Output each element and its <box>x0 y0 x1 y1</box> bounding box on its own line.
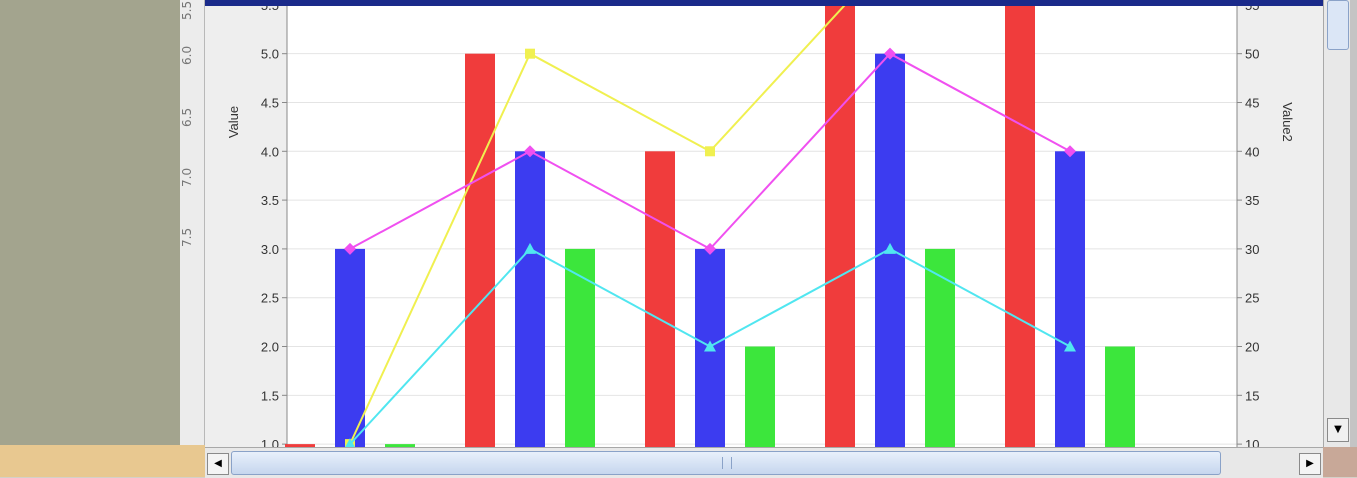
left-status-strip <box>0 445 205 477</box>
y-tick-label: 5.0 <box>261 47 279 62</box>
vertical-scrollbar[interactable]: ▼ <box>1323 0 1351 447</box>
point-marker <box>524 145 536 158</box>
ruler-label: 6.0 <box>180 45 194 65</box>
point-marker <box>705 146 715 157</box>
point-marker <box>704 242 716 255</box>
bar <box>1055 151 1085 447</box>
scroll-right-arrow-icon[interactable]: ▶ <box>1299 453 1321 475</box>
y-tick-label: 5.5 <box>261 6 279 13</box>
right-edge <box>1350 0 1357 447</box>
y2-tick-label: 10 <box>1245 437 1259 447</box>
y-tick-label: 1.5 <box>261 388 279 403</box>
y-tick-label: 4.0 <box>261 144 279 159</box>
y2-tick-label: 45 <box>1245 95 1259 110</box>
lines <box>344 6 1076 447</box>
bar <box>745 346 775 447</box>
point-marker <box>884 47 896 60</box>
ruler-label: 7.5 <box>180 227 194 247</box>
vertical-scroll-thumb[interactable] <box>1327 0 1349 50</box>
chart: 1.0 10 1.5 15 2.0 20 2.5 25 3.0 30 3.5 35 4.0 40 4.5 45… <box>226 6 1295 447</box>
bar <box>645 151 675 447</box>
ruler-label: 5.5 <box>180 0 194 20</box>
bar <box>925 248 955 447</box>
y-tick-label: 3.5 <box>261 193 279 208</box>
y2-tick-label: 25 <box>1245 291 1259 306</box>
vertical-ruler: 5.5 6.0 6.5 7.0 7.5 <box>180 0 205 445</box>
horizontal-scrollbar[interactable]: ◀ ▶ <box>205 447 1323 478</box>
point-marker <box>884 242 896 254</box>
y2-tick-label: 20 <box>1245 340 1259 355</box>
scroll-corner <box>1323 447 1357 477</box>
bar <box>465 53 495 447</box>
scroll-down-arrow-icon[interactable]: ▼ <box>1327 418 1349 442</box>
point-marker <box>345 438 355 447</box>
y-tick-label: 3.0 <box>261 242 279 257</box>
y-axis-label: Value <box>226 106 241 138</box>
bar <box>1005 6 1035 447</box>
bar <box>565 248 595 447</box>
y-tick-label: 2.5 <box>261 291 279 306</box>
y2-tick-label: 55 <box>1245 6 1259 13</box>
tick-labels: 1.0 10 1.5 15 2.0 20 2.5 25 3.0 30 3.5 35 4.0 40 4.5 45… <box>261 6 1260 447</box>
grip-icon <box>722 457 732 469</box>
horizontal-scroll-thumb[interactable] <box>231 451 1221 475</box>
y2-axis-label: Value2 <box>1280 102 1295 142</box>
bar <box>285 444 315 447</box>
left-panel <box>0 0 180 445</box>
y-tick-label: 4.5 <box>261 95 279 110</box>
y2-tick-label: 30 <box>1245 242 1259 257</box>
ruler-label: 7.0 <box>180 167 194 187</box>
bar <box>385 444 415 447</box>
bar <box>825 6 855 447</box>
y2-tick-label: 35 <box>1245 193 1259 208</box>
point-marker <box>524 242 536 254</box>
point-marker <box>1064 340 1076 352</box>
y2-tick-label: 50 <box>1245 47 1259 62</box>
point-marker <box>1064 145 1076 158</box>
chart-frame: 1.0 10 1.5 15 2.0 20 2.5 25 3.0 30 3.5 35 4.0 40 4.5 45… <box>205 0 1323 447</box>
bar <box>515 151 545 447</box>
bars <box>285 6 1135 447</box>
point-marker <box>704 340 716 352</box>
bar <box>1105 346 1135 447</box>
ruler-label: 6.5 <box>180 107 194 127</box>
y2-tick-label: 40 <box>1245 144 1259 159</box>
point-marker <box>344 242 356 255</box>
point-marker <box>525 48 535 59</box>
y-tick-label: 1.0 <box>261 437 279 447</box>
scroll-left-arrow-icon[interactable]: ◀ <box>207 453 229 475</box>
y-tick-label: 2.0 <box>261 340 279 355</box>
bar <box>335 248 365 447</box>
y2-tick-label: 15 <box>1245 388 1259 403</box>
